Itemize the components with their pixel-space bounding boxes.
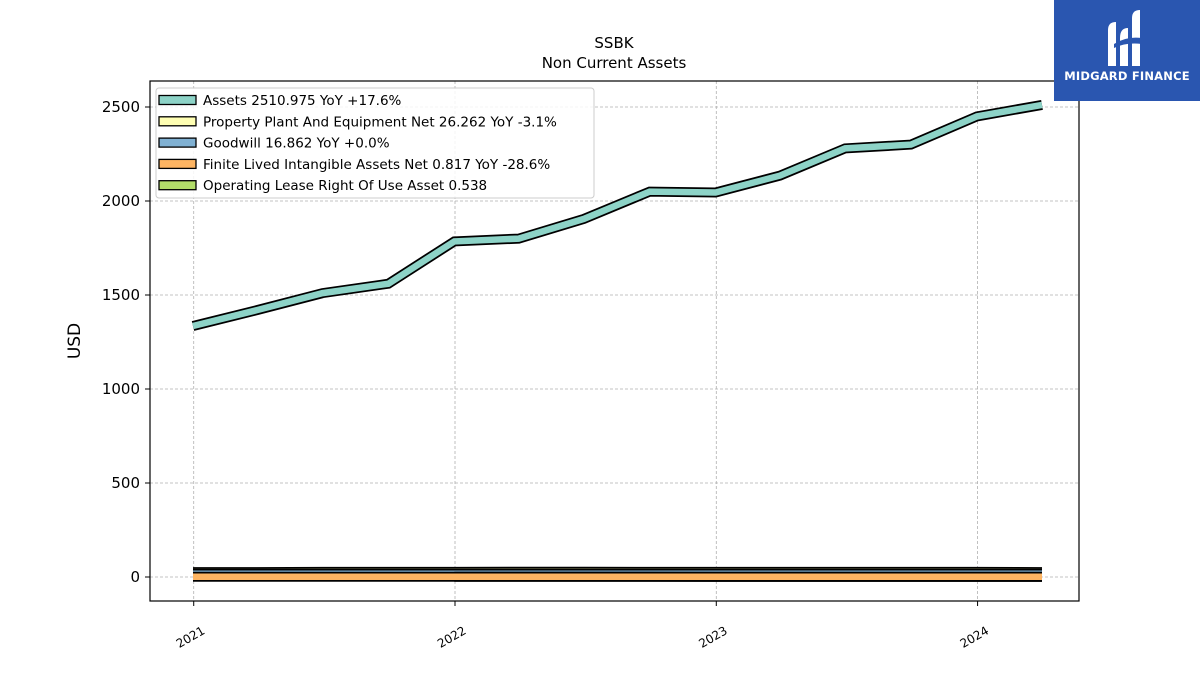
legend-item: Property Plant And Equipment Net 26.262 … [158,114,557,130]
logo-text: MIDGARD FINANCE [1064,69,1190,83]
legend-item: Goodwill 16.862 YoY +0.0% [158,136,390,152]
legend: Assets 2510.975 YoY +17.6% Property Plant… [155,87,595,199]
x-tick-label: 2022 [435,623,468,650]
y-tick-label: 2000 [102,192,140,210]
legend-swatch [158,94,197,106]
midgard-finance-logo: MIDGARD FINANCE [1054,0,1200,101]
legend-swatch [158,116,197,127]
y-tick-label: 1500 [102,286,140,304]
y-axis-label: USD [65,323,85,359]
midgard-logo-icon [1108,10,1142,66]
y-axis: 0 500 1000 1500 2000 2500 [102,98,150,586]
x-axis: 2021 2022 2023 2024 [174,601,991,651]
x-tick-label: 2024 [958,623,991,650]
legend-swatch [158,137,197,148]
legend-swatch [158,158,197,170]
x-tick-label: 2023 [696,623,729,650]
y-tick-label: 500 [111,474,140,492]
y-tick-label: 0 [130,568,140,586]
y-tick-label: 2500 [102,98,140,116]
series-layer [191,99,1043,582]
legend-label: Operating Lease Right Of Use Asset 0.538 [203,178,487,194]
legend-item: Assets 2510.975 YoY +17.6% [158,93,402,109]
y-tick-label: 1000 [102,380,140,398]
legend-label: Assets 2510.975 YoY +17.6% [203,93,402,109]
assets-series-line [192,101,1043,330]
chart-subtitle: Non Current Assets [542,54,687,72]
legend-label: Property Plant And Equipment Net 26.262 … [203,114,557,130]
assets-series [191,99,1043,331]
x-tick-label: 2021 [174,623,207,650]
legend-swatch [158,180,197,191]
legend-item: Finite Lived Intangible Assets Net 0.817… [158,157,550,173]
chart-title: SSBK [594,34,634,52]
legend-label: Goodwill 16.862 YoY +0.0% [203,136,390,152]
legend-item: Operating Lease Right Of Use Asset 0.538 [158,178,487,194]
plot-frame [149,80,1080,602]
legend-label: Finite Lived Intangible Assets Net 0.817… [203,157,550,173]
legend-box [155,87,595,199]
